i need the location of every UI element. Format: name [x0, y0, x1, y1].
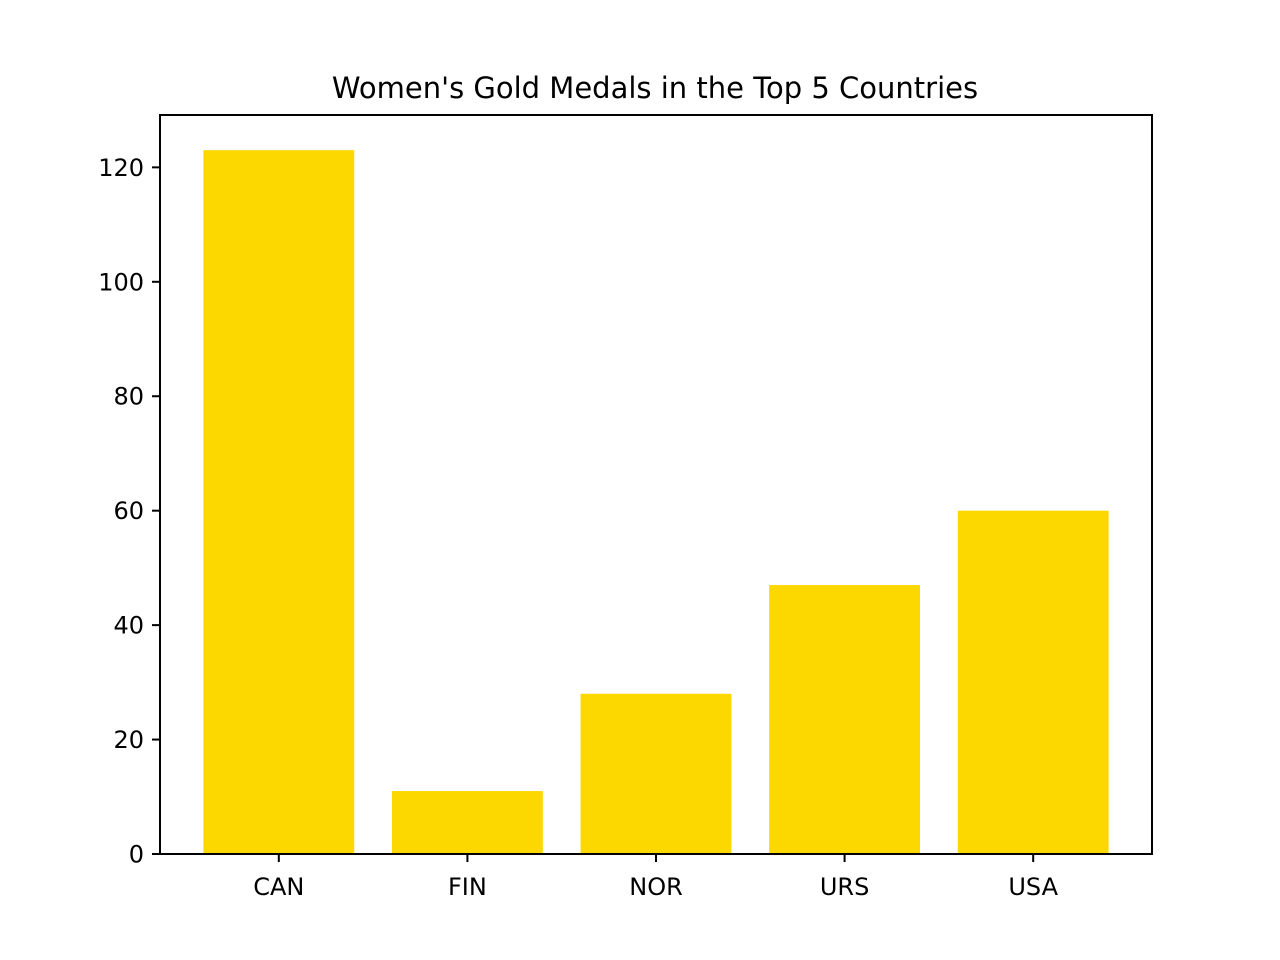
y-tick-label: 80 — [113, 383, 144, 411]
x-tick-label-urs: URS — [820, 873, 869, 901]
y-tick-label: 20 — [113, 726, 144, 754]
y-tick-label: 100 — [98, 268, 144, 296]
x-tick-label-nor: NOR — [629, 873, 683, 901]
y-tick-label: 120 — [98, 154, 144, 182]
y-tick-label: 60 — [113, 497, 144, 525]
bar-can — [203, 150, 355, 854]
x-tick-label-usa: USA — [1008, 873, 1058, 901]
y-tick-label: 40 — [113, 612, 144, 640]
x-axis: CAN FIN NOR URS USA — [253, 854, 1059, 901]
chart-title: Women's Gold Medals in the Top 5 Countri… — [332, 71, 978, 105]
bar-fin — [391, 791, 543, 854]
bar-nor — [580, 693, 732, 854]
bar-urs — [769, 585, 921, 854]
x-tick-label-can: CAN — [253, 873, 304, 901]
bars-group — [203, 150, 1109, 854]
bar-usa — [957, 510, 1109, 854]
plot-frame — [159, 114, 1153, 855]
y-axis: 0 20 40 60 80 100 120 — [98, 154, 160, 869]
x-tick-label-fin: FIN — [448, 873, 487, 901]
y-tick-label: 0 — [129, 841, 144, 869]
